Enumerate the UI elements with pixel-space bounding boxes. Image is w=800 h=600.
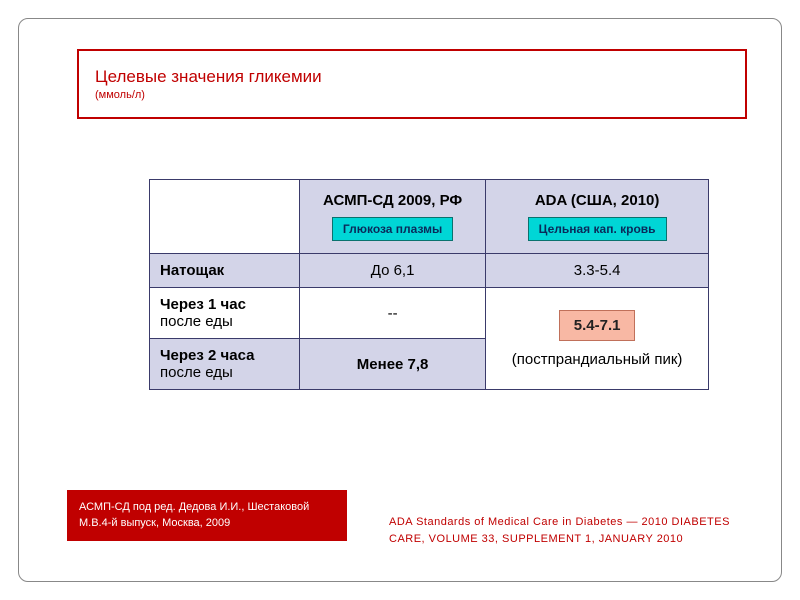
title-main: Целевые значения гликемии bbox=[95, 67, 729, 87]
table-row-fasting: Натощак До 6,1 3.3-5.4 bbox=[150, 254, 709, 288]
row-label-fasting: Натощак bbox=[150, 254, 300, 288]
header-col-2: ADA (США, 2010) Цельная кап. кровь bbox=[486, 180, 709, 254]
row-label-1h-sub: после еды bbox=[160, 313, 289, 330]
row-label-1h-bold: Через 1 час bbox=[160, 296, 246, 313]
slide-frame: Целевые значения гликемии (ммоль/л) АСМП… bbox=[18, 18, 782, 582]
plasma-glucose-badge: Глюкоза плазмы bbox=[332, 217, 453, 241]
after2h-col1: Менее 7,8 bbox=[300, 339, 486, 390]
after1h-col1: -- bbox=[300, 288, 486, 339]
reference-left: АСМП-СД под ред. Дедова И.И., Шестаковой… bbox=[67, 490, 347, 541]
row-label-2h-sub: после еды bbox=[160, 364, 289, 381]
row-label-2h: Через 2 часа после еды bbox=[150, 339, 300, 390]
table-header-row: АСМП-СД 2009, РФ Глюкоза плазмы ADA (США… bbox=[150, 180, 709, 254]
header-col-1: АСМП-СД 2009, РФ Глюкоза плазмы bbox=[300, 180, 486, 254]
header-col-2-title: ADA (США, 2010) bbox=[496, 192, 698, 209]
row-label-2h-bold: Через 2 часа bbox=[160, 347, 254, 364]
glycemia-table: АСМП-СД 2009, РФ Глюкоза плазмы ADA (США… bbox=[149, 179, 709, 390]
fasting-col1: До 6,1 bbox=[300, 254, 486, 288]
row-label-1h: Через 1 час после еды bbox=[150, 288, 300, 339]
header-col-1-title: АСМП-СД 2009, РФ bbox=[310, 192, 475, 209]
postprandial-text: (постпрандиальный пик) bbox=[512, 351, 683, 368]
title-sub: (ммоль/л) bbox=[95, 89, 729, 101]
reference-right: ADA Standards of Medical Care in Diabete… bbox=[389, 514, 759, 547]
fasting-col2: 3.3-5.4 bbox=[486, 254, 709, 288]
title-box: Целевые значения гликемии (ммоль/л) bbox=[77, 49, 747, 119]
header-blank bbox=[150, 180, 300, 254]
table-row-1h: Через 1 час после еды -- 5.4-7.1 (постпр… bbox=[150, 288, 709, 339]
capillary-blood-badge: Цельная кап. кровь bbox=[528, 217, 667, 241]
postprandial-cell: 5.4-7.1 (постпрандиальный пик) bbox=[486, 288, 709, 390]
postprandial-badge: 5.4-7.1 bbox=[559, 310, 636, 341]
